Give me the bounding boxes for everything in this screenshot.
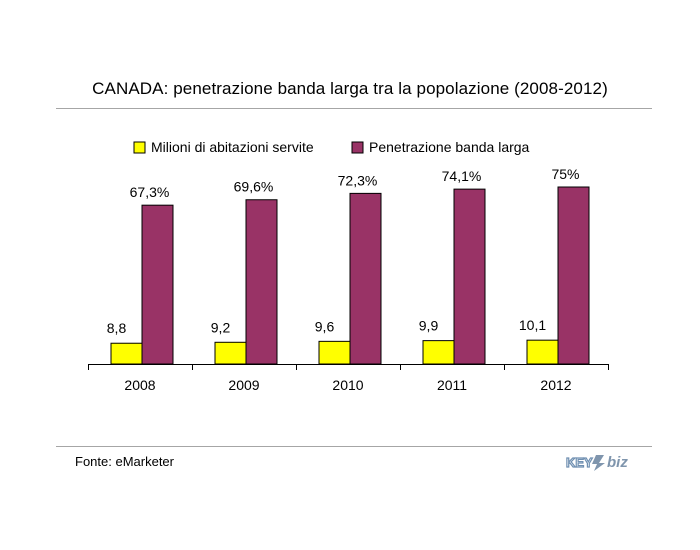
x-tick-label-2010: 2010 — [332, 377, 363, 393]
bar-series-2-2010 — [349, 192, 382, 365]
data-label-series-2-2010: 72,3% — [338, 172, 378, 188]
svg-text:KEY: KEY — [566, 455, 593, 470]
title-divider — [56, 108, 652, 109]
data-label-series-2-2009: 69,6% — [234, 179, 274, 195]
bar-series-1-2011 — [422, 340, 455, 365]
data-label-series-1-2012: 10,1 — [519, 317, 546, 333]
source-note: Fonte: eMarketer — [75, 454, 174, 469]
x-tick-label-2009: 2009 — [228, 377, 259, 393]
data-label-series-2-2011: 74,1% — [442, 168, 482, 184]
data-label-series-1-2009: 9,2 — [211, 319, 231, 335]
chart-title: CANADA: penetrazione banda larga tra la … — [92, 79, 608, 98]
legend-label-series-1: Milioni di abitazioni servite — [151, 139, 314, 155]
bar-series-1-2010 — [318, 340, 351, 365]
bar-chart: Milioni di abitazioni servite Penetrazion… — [88, 139, 609, 393]
bar-series-2-2009 — [245, 199, 278, 365]
svg-text:biz: biz — [607, 454, 628, 471]
data-label-series-2-2012: 75% — [551, 166, 579, 182]
footer-divider — [56, 446, 652, 447]
bar-series-2-2008 — [141, 204, 174, 365]
data-label-series-1-2008: 8,8 — [107, 320, 127, 336]
x-tick-label-2012: 2012 — [540, 377, 571, 393]
bar-series-2-2011 — [453, 188, 486, 365]
bar-series-1-2008 — [110, 342, 143, 365]
bar-series-1-2012 — [526, 339, 559, 365]
legend-swatch-series-1 — [133, 141, 146, 154]
legend-label-series-2: Penetrazione banda larga — [369, 139, 530, 155]
data-label-series-1-2010: 9,6 — [315, 318, 335, 334]
x-tick-label-2008: 2008 — [124, 377, 155, 393]
x-tick-label-2011: 2011 — [437, 377, 467, 393]
legend-swatch-series-2 — [351, 141, 364, 154]
data-label-series-1-2011: 9,9 — [419, 318, 439, 334]
bar-series-1-2009 — [214, 341, 247, 365]
data-label-series-2-2008: 67,3% — [130, 184, 170, 200]
key4biz-logo: KEY biz — [566, 454, 628, 471]
bar-series-2-2012 — [557, 186, 590, 365]
